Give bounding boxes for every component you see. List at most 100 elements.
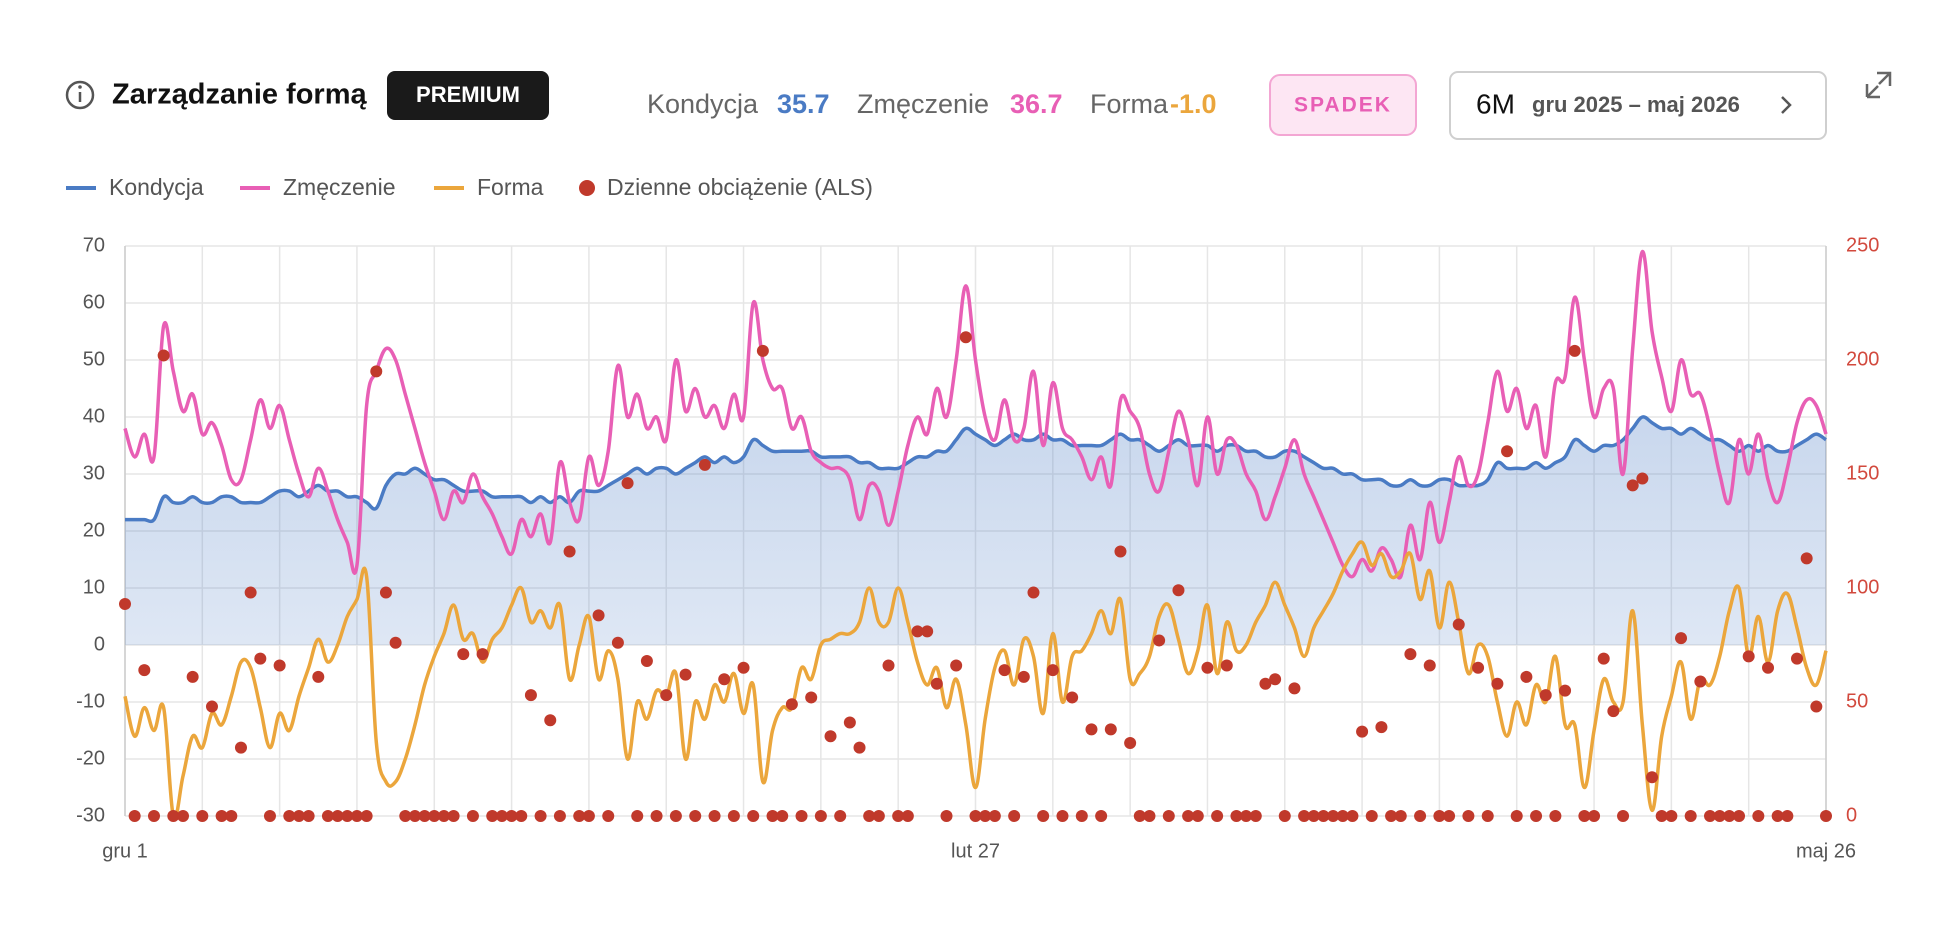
data-point <box>1201 661 1214 674</box>
data-point <box>1588 810 1601 822</box>
data-point <box>147 810 160 822</box>
data-point <box>389 636 402 649</box>
data-point <box>872 810 885 822</box>
data-point <box>205 700 218 713</box>
legend-label: Kondycja <box>109 174 204 200</box>
y-tick-label: 50 <box>83 348 105 370</box>
data-point <box>1636 472 1649 485</box>
data-point <box>1597 652 1610 665</box>
data-point <box>312 670 325 683</box>
data-point <box>1452 618 1465 631</box>
data-point <box>1046 664 1059 677</box>
data-point <box>1762 661 1775 674</box>
data-point <box>544 714 557 727</box>
data-point <box>727 810 740 822</box>
data-point <box>1462 810 1475 822</box>
data-point <box>1327 810 1340 822</box>
data-point <box>959 331 972 344</box>
legend-label: Dzienne obciążenie (ALS) <box>607 174 873 200</box>
data-point <box>476 648 489 661</box>
data-point <box>495 810 508 822</box>
data-point <box>418 810 431 822</box>
data-point <box>1491 677 1504 690</box>
data-point <box>689 810 702 822</box>
data-point <box>1781 810 1794 822</box>
data-point <box>1423 659 1436 672</box>
line <box>125 415 1827 524</box>
data-point <box>1114 545 1127 558</box>
data-point <box>1211 810 1224 822</box>
y-tick-label: 10 <box>83 576 105 598</box>
data-point <box>486 810 499 822</box>
data-point <box>1085 723 1098 736</box>
range-button[interactable]: 6M gru 2025 – maj 2026 <box>1449 71 1827 140</box>
data-point <box>283 810 296 822</box>
data-point <box>998 664 1011 677</box>
y2-tick-label: 250 <box>1846 234 1879 256</box>
x-tick-label: maj 26 <box>1796 840 1856 862</box>
data-point <box>1510 810 1523 822</box>
data-point <box>737 661 750 674</box>
stat-value: 36.7 <box>1010 89 1063 119</box>
data-point <box>882 659 895 672</box>
data-point <box>747 810 760 822</box>
data-point <box>1675 632 1688 645</box>
data-point <box>950 659 963 672</box>
data-point <box>1617 810 1630 822</box>
data-point <box>1365 810 1378 822</box>
data-point <box>1549 810 1562 822</box>
data-point <box>466 810 479 822</box>
data-point <box>1810 700 1823 713</box>
data-point <box>186 670 199 683</box>
data-point <box>176 810 189 822</box>
data-point <box>901 810 914 822</box>
data-point <box>234 741 247 754</box>
data-point <box>263 810 276 822</box>
data-point <box>157 349 170 362</box>
data-point <box>428 810 441 822</box>
data-point <box>167 810 180 822</box>
y-tick-label: -20 <box>76 747 105 769</box>
y-tick-label: 0 <box>94 633 105 655</box>
expand-icon[interactable] <box>1865 71 1892 99</box>
data-point <box>1220 659 1233 672</box>
data-point <box>331 810 344 822</box>
data-point <box>553 810 566 822</box>
stat-label: Kondycja <box>647 89 759 119</box>
data-point <box>708 810 721 822</box>
data-point <box>1259 677 1272 690</box>
data-point <box>524 689 537 702</box>
data-point <box>515 810 528 822</box>
data-point <box>534 810 547 822</box>
data-point <box>669 810 682 822</box>
data-point <box>1665 810 1678 822</box>
y2-tick-label: 100 <box>1846 576 1879 598</box>
data-point <box>776 810 789 822</box>
info-icon[interactable] <box>65 80 95 110</box>
data-point <box>1655 810 1668 822</box>
y2-tick-label: 150 <box>1846 462 1879 484</box>
data-point <box>621 477 634 490</box>
data-point <box>457 648 470 661</box>
data-point <box>853 741 866 754</box>
data-point <box>1820 810 1832 822</box>
data-point <box>321 810 334 822</box>
data-point <box>196 810 209 822</box>
data-point <box>940 810 953 822</box>
data-point <box>1684 810 1697 822</box>
data-point <box>1056 810 1069 822</box>
data-point <box>1346 810 1359 822</box>
data-point <box>863 810 876 822</box>
data-point <box>370 365 383 378</box>
data-point <box>1791 652 1804 665</box>
data-point <box>1191 810 1204 822</box>
data-point <box>1317 810 1330 822</box>
data-point <box>1278 810 1291 822</box>
stat-label: Forma <box>1090 89 1169 119</box>
data-point <box>302 810 315 822</box>
data-point <box>698 458 711 471</box>
data-point <box>128 810 141 822</box>
data-point <box>1336 810 1349 822</box>
stat-value: 35.7 <box>777 89 830 119</box>
